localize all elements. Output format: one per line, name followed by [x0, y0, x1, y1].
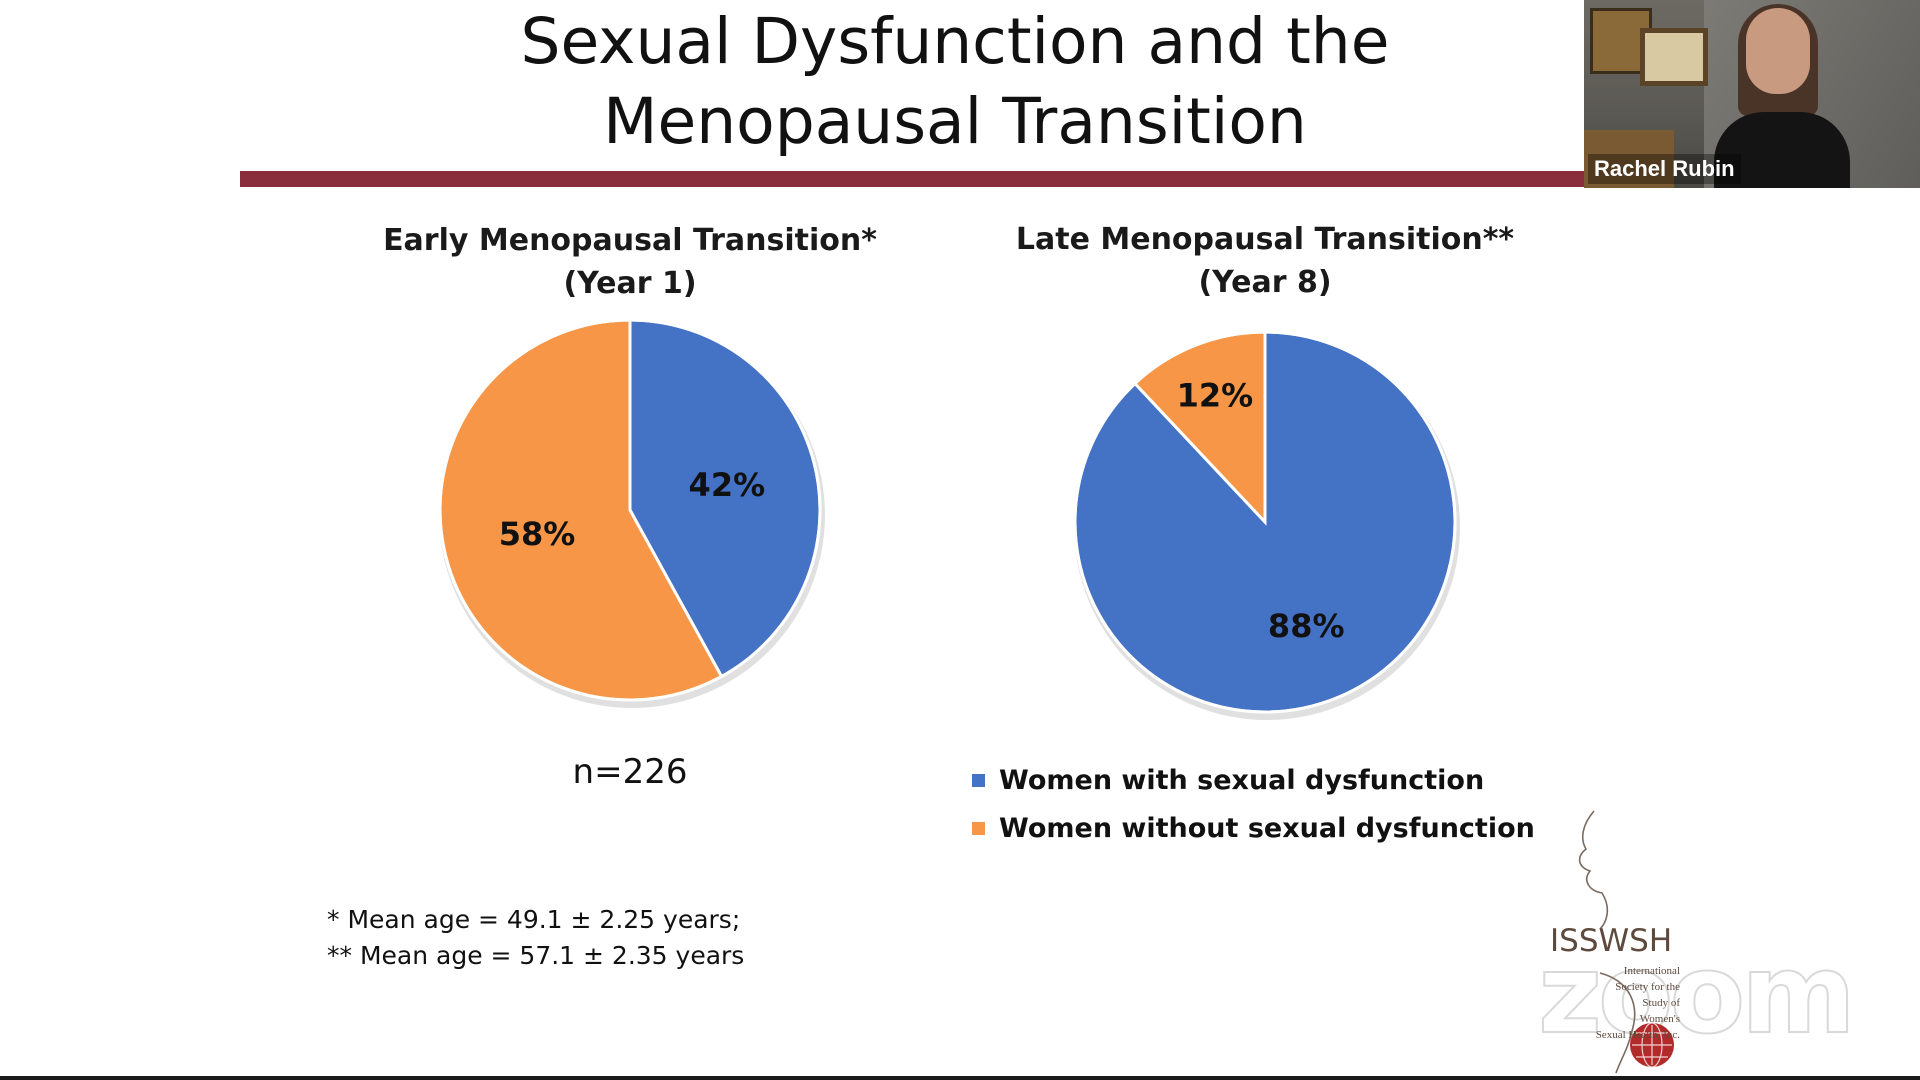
legend-label: Women without sexual dysfunction — [999, 812, 1535, 844]
legend-item-with-dysfunction: Women with sexual dysfunction — [972, 756, 1535, 804]
participant-body — [1714, 112, 1850, 188]
participant-name: Rachel Rubin — [1588, 154, 1741, 184]
logo-silhouette-icon — [1578, 810, 1674, 1074]
participant-face — [1746, 8, 1810, 94]
isswsh-logo: ISSWSH International Society for the Stu… — [1520, 805, 1700, 1075]
legend-swatch-blue — [972, 773, 985, 787]
logo-sub-line: Society for the — [1615, 981, 1680, 993]
logo-sub-line: Women's — [1639, 1013, 1680, 1025]
screen-bottom-edge — [0, 1076, 1920, 1080]
participant-video-tile[interactable]: Rachel Rubin — [1584, 0, 1920, 188]
legend-label: Women with sexual dysfunction — [999, 764, 1485, 796]
slide-title-line-2: Menopausal Transition — [603, 85, 1307, 158]
legend-swatch-orange — [972, 821, 985, 835]
pie-data-label: 58% — [499, 515, 576, 553]
chart-1-title-line-2: (Year 1) — [563, 266, 697, 301]
chart-2-title-line-2: (Year 8) — [1198, 265, 1332, 300]
chart-1-title-line-1: Early Menopausal Transition* — [383, 223, 877, 258]
pie-chart-late: 88% 12% — [1073, 330, 1460, 720]
pie-data-label: 42% — [689, 466, 766, 504]
legend-item-without-dysfunction: Women without sexual dysfunction — [972, 804, 1535, 852]
logo-sub-line: Study of — [1642, 997, 1680, 1009]
chart-2-title-line-1: Late Menopausal Transition** — [1015, 222, 1515, 257]
pie-outline — [1073, 330, 1457, 714]
video-wall-frame — [1640, 28, 1708, 86]
footnotes: * Mean age = 49.1 ± 2.25 years; ** Mean … — [327, 902, 744, 974]
logo-sub-line: International — [1623, 965, 1680, 977]
slide-title-line-1: Sexual Dysfunction and the — [520, 5, 1390, 78]
slide-title: Sexual Dysfunction and the Menopausal Tr… — [240, 2, 1670, 162]
title-divider — [240, 171, 1920, 187]
pie-data-label: 12% — [1177, 377, 1254, 415]
logo-name: ISSWSH — [1550, 923, 1673, 959]
participant-avatar — [1714, 4, 1850, 188]
sample-size-label: n=226 — [572, 752, 688, 792]
footnote-2: ** Mean age = 57.1 ± 2.35 years — [327, 941, 745, 970]
pie-data-label: 88% — [1268, 607, 1345, 645]
chart-1-title: Early Menopausal Transition* (Year 1) — [330, 219, 930, 305]
pie-outline — [438, 318, 822, 702]
chart-legend: Women with sexual dysfunction Women with… — [972, 756, 1535, 852]
chart-2-title: Late Menopausal Transition** (Year 8) — [965, 218, 1565, 304]
zoom-watermark: zoom — [1537, 929, 1857, 1059]
pie-chart-early: 42% 58% — [438, 318, 825, 708]
footnote-1: * Mean age = 49.1 ± 2.25 years; — [327, 905, 741, 934]
logo-subtitle: International Society for the Study of W… — [1520, 963, 1680, 1043]
video-shelf — [1584, 130, 1674, 188]
logo-sub-line: Sexual Health, Inc. — [1595, 1029, 1680, 1041]
